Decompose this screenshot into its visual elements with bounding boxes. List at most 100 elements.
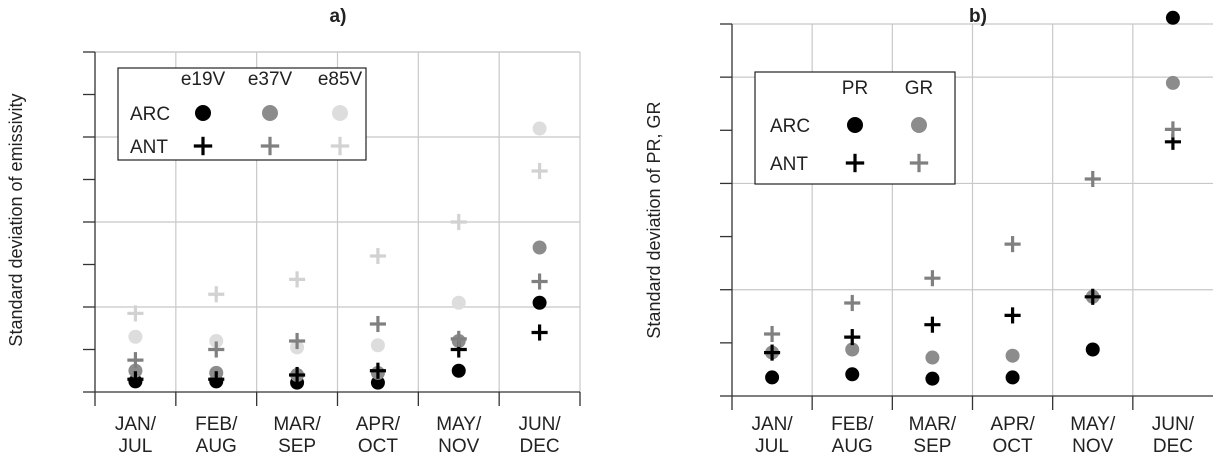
data-point [925,371,940,386]
x-tick-label: MAY/NOV [1070,414,1116,457]
legend-marker [195,105,211,121]
legend-row-label: ARC [770,116,810,137]
legend-marker [911,117,927,133]
data-point [289,332,306,350]
x-tick-label-line: JAN/ [115,414,157,435]
data-point [1004,236,1021,253]
chart-panel-a: JAN/JUL FEB/AUG MAR/SEP APR/OCT MAY/NOV JUN/D… [6,6,581,457]
data-point [924,270,941,287]
x-tick-label-line: MAY/ [436,414,482,435]
data-point [127,371,144,388]
legend-marker [332,105,348,121]
y-axis-label: Standard deviation of PR, GR [644,101,664,338]
legend-marker [909,153,929,173]
x-tick-label-line: DEC [520,436,560,457]
data-point [924,316,941,333]
x-tick-label-line: JUN/ [518,414,561,435]
legend-marker [260,136,280,156]
data-point [450,330,467,347]
data-point [844,294,861,312]
data-point [532,295,547,310]
x-tick-label-line: JAN/ [751,414,793,435]
legend-column-label: GR [905,78,934,99]
data-point [1085,342,1100,357]
legend-marker [193,136,213,156]
data-point [451,363,466,378]
data-point [289,271,306,288]
legend-column-label: e37V [248,69,293,90]
legend-row-label: ANT [770,154,808,175]
data-point [532,121,547,136]
data-point [532,240,547,255]
x-tick-label-line: FEB/ [195,414,238,435]
data-point [1084,170,1101,188]
data-point [1005,370,1020,385]
legend-row-label: ARC [130,104,170,125]
x-tick-label-line: OCT [358,436,399,457]
data-point [1084,288,1101,305]
data-point [531,162,548,180]
data-point [1004,307,1021,324]
legend-marker [262,105,278,121]
x-tick-label: MAY/NOV [436,414,482,457]
data-point [450,213,467,231]
data-point [451,295,466,310]
data-point [208,371,225,388]
legend-row-label: ANT [130,137,168,158]
legend: e19V e37V e85V ARC ANT [117,67,367,161]
x-tick-label: JAN/JUL [751,414,793,457]
x-tick-label-line: NOV [438,436,480,457]
data-point [531,273,548,290]
x-tick-label: MAR/SEP [909,414,957,457]
legend-box [117,67,367,161]
data-point [369,362,386,379]
data-point [845,342,860,357]
x-tick-label-line: JUL [755,436,789,457]
x-tick-label: MAR/SEP [273,414,321,457]
x-tick-label: APR/OCT [990,414,1035,457]
x-tick-label: APR/OCT [356,414,401,457]
x-tick-label: FEB/AUG [195,414,238,457]
data-point [209,334,224,348]
data-point [289,366,306,384]
data-point [765,370,780,385]
legend-column-label: PR [842,78,868,99]
panel-label: a) [330,6,347,27]
data-point [845,367,860,382]
data-point [370,338,385,353]
data-point [844,329,861,346]
legend-column-label: e85V [318,69,363,90]
legend-marker [847,117,863,133]
data-point [1165,75,1180,90]
y-axis-label: Standard deviation of emissivity [6,93,26,346]
data-point [208,286,225,303]
x-tick-label-line: MAY/ [1070,414,1116,435]
legend: PR GR ARC ANT [754,71,956,185]
data-point [764,344,781,361]
legend-marker [330,136,350,156]
x-tick-label: JUN/DEC [518,414,561,457]
data-point [1164,121,1181,138]
data-point [531,324,548,341]
data-point [1005,348,1020,363]
legend-column-label: e19V [181,69,226,90]
data-point [925,350,940,365]
x-tick-label-line: FEB/ [831,414,874,435]
x-tick-label-line: JUL [119,436,153,457]
chart-panel-b: JAN/JUL FEB/AUG MAR/SEP APR/OCT MAY/NOV JUN/D… [644,6,1213,457]
x-tick-label-line: SEP [913,436,951,457]
x-tick-label-line: SEP [278,436,316,457]
x-tick-label-line: APR/ [356,414,401,435]
data-point [369,247,386,265]
data-point [1165,10,1180,25]
x-tick-label-line: NOV [1072,436,1114,457]
x-tick-label-line: AUG [832,436,873,457]
x-tick-label-line: APR/ [990,414,1035,435]
data-point [127,305,144,322]
data-point [128,363,143,378]
panel-label: b) [969,6,987,27]
data-point [208,341,225,358]
x-tick-label-line: OCT [993,436,1034,457]
data-point [369,315,386,333]
